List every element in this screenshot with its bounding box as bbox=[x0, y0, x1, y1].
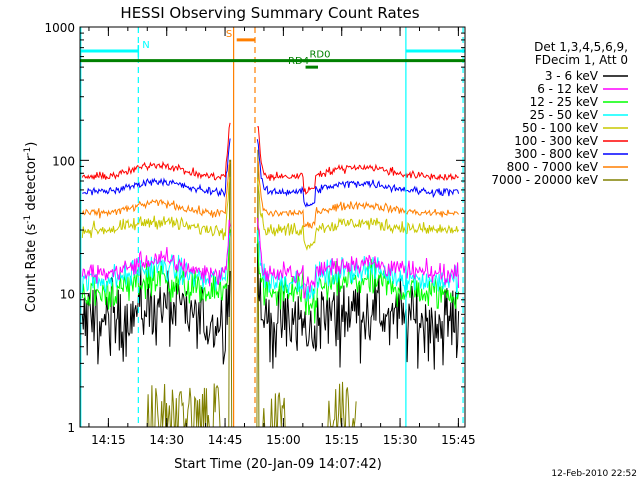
y-axis-label-mid: detector bbox=[24, 155, 39, 215]
legend-header-line2: FDecim 1, Att 0 bbox=[535, 53, 628, 67]
legend-label: 25 - 50 keV bbox=[530, 108, 599, 122]
legend-label: 800 - 7000 keV bbox=[507, 160, 599, 174]
series-line-6-12kev bbox=[81, 217, 460, 299]
plot-frame bbox=[79, 26, 466, 428]
x-tick-label: 14:15 bbox=[91, 433, 126, 447]
y-axis-label-end: ) bbox=[24, 142, 39, 147]
legend-header-line1: Det 1,3,4,5,6,9, bbox=[534, 40, 628, 54]
y-tick-label: 1000 bbox=[44, 21, 75, 35]
legend-label: 6 - 12 keV bbox=[537, 82, 599, 96]
series-line-7000-20000kev bbox=[138, 149, 357, 427]
series-line-800-7000kev bbox=[81, 160, 459, 229]
x-tick-label: 15:15 bbox=[324, 433, 359, 447]
y-axis-label: Count Rate (s-1 detector-1) bbox=[23, 142, 39, 313]
y-axis: 1 10 100 1000 bbox=[44, 21, 465, 435]
annotation-label: S bbox=[226, 29, 232, 40]
y-axis-label-main: Count Rate (s bbox=[24, 224, 39, 313]
y-tick-label: 1 bbox=[67, 421, 75, 435]
footer-timestamp: 12-Feb-2010 22:52 bbox=[551, 469, 637, 479]
x-tick-label: 15:30 bbox=[383, 433, 418, 447]
annotation-label: RD4 bbox=[288, 56, 309, 67]
series-group bbox=[80, 27, 465, 427]
series-line-100-300kev bbox=[81, 122, 459, 196]
x-axis-label: Start Time (20-Jan-09 14:07:42) bbox=[174, 457, 382, 472]
series-line-3-6kev bbox=[81, 243, 460, 370]
y-axis-label-sup2: -1 bbox=[23, 147, 33, 156]
y-axis-label-sup1: -1 bbox=[23, 215, 33, 224]
series-line-300-800kev bbox=[82, 138, 460, 208]
x-tick-label: 14:30 bbox=[149, 433, 184, 447]
legend: Det 1,3,4,5,6,9, FDecim 1, Att 0 3 - 6 k… bbox=[491, 40, 628, 187]
x-axis: 14:15 14:30 14:45 15:00 15:15 15:30 15:45 bbox=[88, 27, 476, 447]
series-line-25-50kev bbox=[81, 229, 460, 302]
legend-label: 12 - 25 keV bbox=[530, 95, 599, 109]
legend-label: 300 - 800 keV bbox=[514, 147, 598, 161]
legend-label: 3 - 6 keV bbox=[545, 69, 599, 83]
annotation-label: N bbox=[142, 40, 149, 51]
y-tick-label: 10 bbox=[60, 288, 75, 302]
annotation-label: RD0 bbox=[309, 50, 330, 61]
legend-label: 7000 - 20000 keV bbox=[491, 173, 598, 187]
y-tick-label: 100 bbox=[52, 154, 75, 168]
series-line-50-100kev bbox=[81, 176, 460, 251]
legend-label: 50 - 100 keV bbox=[522, 121, 599, 135]
x-tick-label: 15:45 bbox=[441, 433, 476, 447]
series-line-12-25kev bbox=[81, 229, 460, 324]
chart-title: HESSI Observing Summary Count Rates bbox=[120, 4, 419, 22]
x-tick-label: 15:00 bbox=[266, 433, 301, 447]
legend-label: 100 - 300 keV bbox=[514, 134, 598, 148]
x-tick-label: 14:45 bbox=[208, 433, 243, 447]
